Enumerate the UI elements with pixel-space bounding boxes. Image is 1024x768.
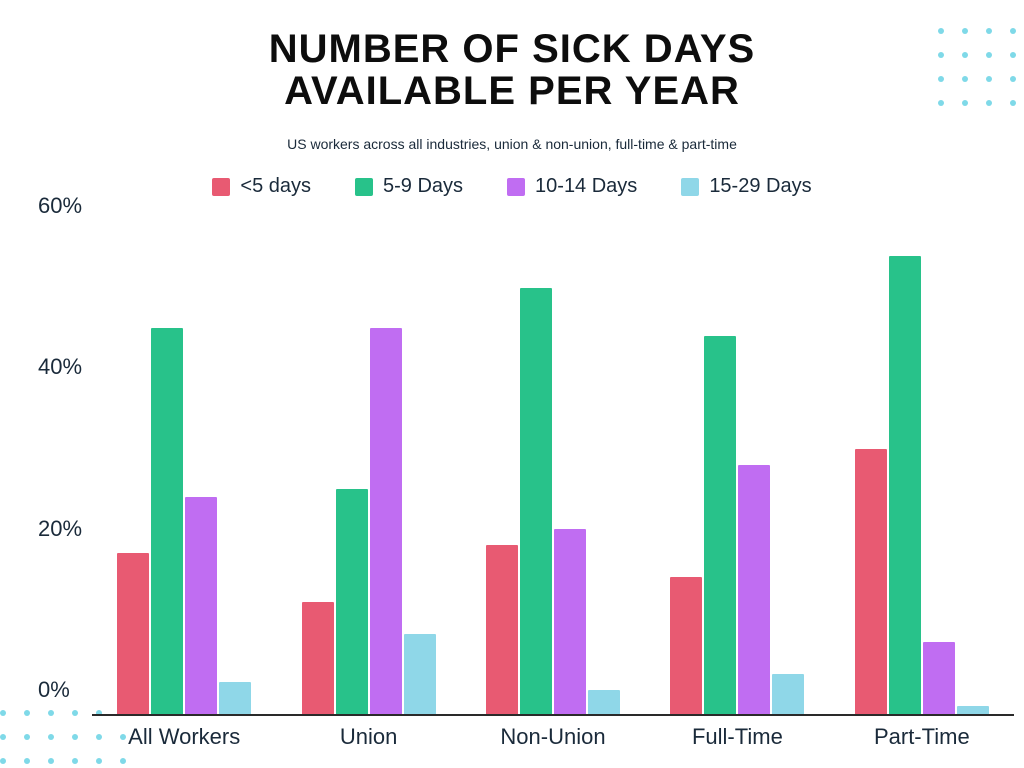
x-tick-label: Union: [276, 718, 460, 752]
bar: [855, 449, 887, 714]
bar: [404, 634, 436, 714]
bar: [520, 288, 552, 714]
y-tick-label: 60%: [38, 193, 90, 219]
chart-legend: <5 days 5-9 Days 10-14 Days 15-29 Days: [0, 175, 1024, 198]
bar: [336, 489, 368, 714]
bar: [772, 674, 804, 714]
legend-label: 10-14 Days: [535, 175, 637, 198]
bar: [554, 529, 586, 714]
y-tick-label: 40%: [38, 354, 90, 380]
bar-group: [276, 232, 460, 714]
bar: [889, 256, 921, 714]
bar: [486, 545, 518, 714]
legend-item: <5 days: [212, 175, 311, 198]
x-axis-labels: All WorkersUnionNon-UnionFull-TimePart-T…: [92, 718, 1014, 752]
chart-page: NUMBER OF SICK DAYS AVAILABLE PER YEAR U…: [0, 0, 1024, 768]
bar: [185, 497, 217, 714]
bar: [151, 328, 183, 714]
bar-group: [92, 232, 276, 714]
bar: [370, 328, 402, 714]
y-tick-label: 0%: [38, 677, 90, 703]
bar: [738, 465, 770, 714]
title-line-2: AVAILABLE PER YEAR: [284, 69, 740, 113]
bar: [670, 577, 702, 714]
legend-item: 5-9 Days: [355, 175, 463, 198]
chart-subtitle: US workers across all industries, union …: [0, 136, 1024, 152]
bar-chart: All WorkersUnionNon-UnionFull-TimePart-T…: [38, 218, 1014, 752]
bar-group: [830, 232, 1014, 714]
bar: [117, 553, 149, 714]
y-tick-label: 20%: [38, 516, 90, 542]
x-tick-label: Part-Time: [830, 718, 1014, 752]
legend-swatch: [681, 178, 699, 196]
legend-label: 5-9 Days: [383, 175, 463, 198]
bar: [957, 706, 989, 714]
legend-swatch: [355, 178, 373, 196]
legend-label: 15-29 Days: [709, 175, 811, 198]
bar: [923, 642, 955, 714]
legend-swatch: [507, 178, 525, 196]
legend-item: 15-29 Days: [681, 175, 811, 198]
x-tick-label: Non-Union: [461, 718, 645, 752]
chart-title: NUMBER OF SICK DAYS AVAILABLE PER YEAR: [0, 28, 1024, 112]
legend-item: 10-14 Days: [507, 175, 637, 198]
bar: [219, 682, 251, 714]
bar: [588, 690, 620, 714]
bar: [302, 602, 334, 714]
legend-label: <5 days: [240, 175, 311, 198]
x-tick-label: All Workers: [92, 718, 276, 752]
title-line-1: NUMBER OF SICK DAYS: [269, 27, 755, 71]
bar: [704, 336, 736, 714]
legend-swatch: [212, 178, 230, 196]
x-tick-label: Full-Time: [645, 718, 829, 752]
bar-group: [461, 232, 645, 714]
bar-groups: [92, 232, 1014, 714]
bar-group: [645, 232, 829, 714]
plot-area: [92, 232, 1014, 716]
